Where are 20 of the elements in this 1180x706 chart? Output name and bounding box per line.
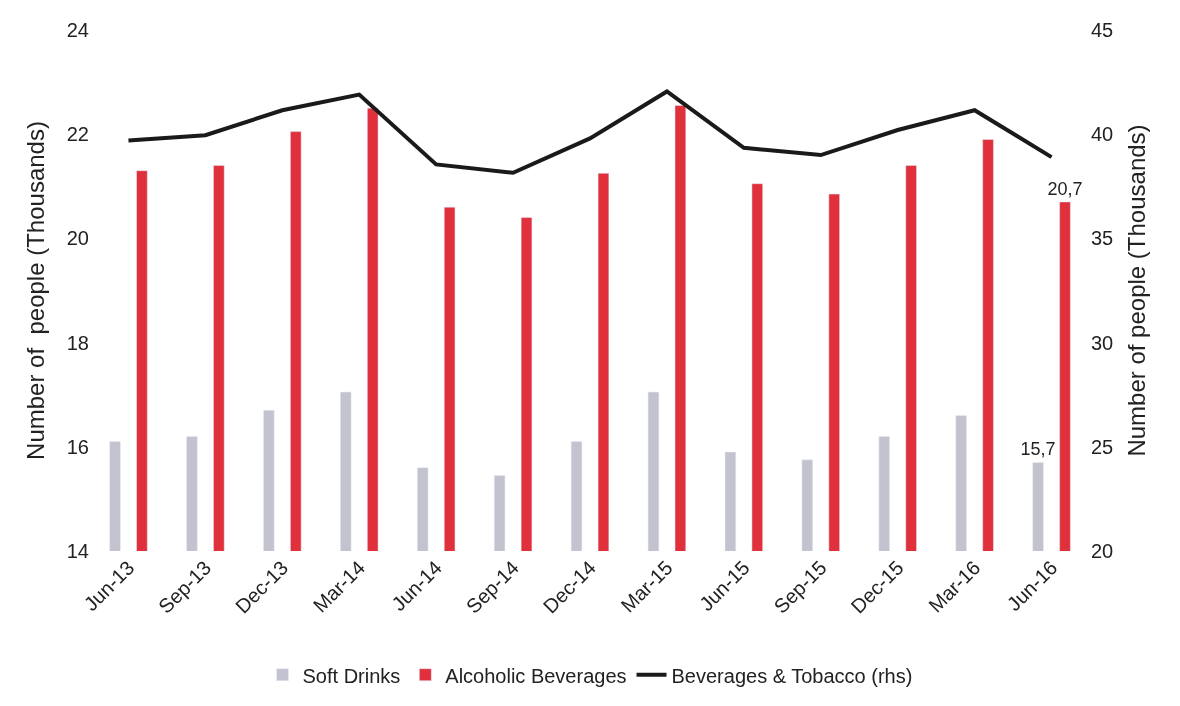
y-tick-label: 22 [66,123,89,146]
y-axis-title: Number of people (Thousands) [21,121,49,460]
y2-tick-label: 20 [1091,540,1114,562]
y2-axis-title: Number of people (Thousands) [1122,124,1150,457]
y2-tick-label: 30 [1091,331,1114,354]
y2-tick-label: 25 [1091,435,1114,458]
y-tick-label: 16 [66,435,89,458]
legend-label: Beverages & Tobacco (rhs) [671,664,913,687]
y2-tick-label: 35 [1091,227,1114,250]
data-label: 20,7 [1047,178,1083,199]
legend-label: Alcoholic Beverages [445,664,627,687]
y-tick-label: 24 [66,19,89,41]
y-tick-label: 14 [66,540,89,562]
y-tick-label: 20 [66,227,89,250]
y-tick-label: 18 [66,331,89,354]
legend-label: Soft Drinks [302,664,401,687]
y2-tick-label: 45 [1091,19,1114,41]
data-label: 15,7 [1020,439,1056,460]
line-series [126,89,1054,175]
y2-tick-label: 40 [1091,123,1114,146]
